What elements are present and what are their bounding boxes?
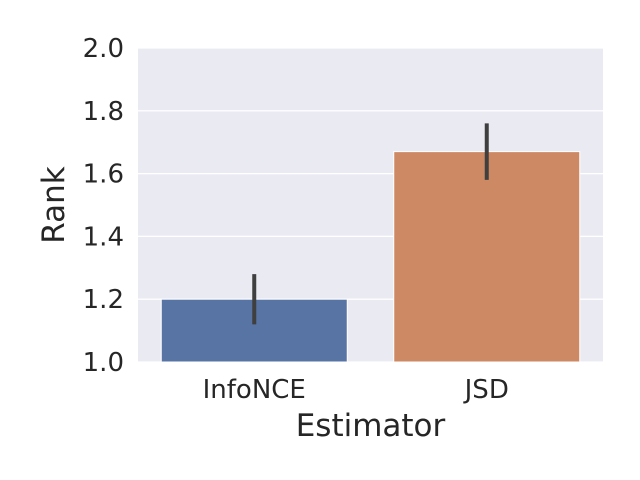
y-tick-label: 1.4 bbox=[83, 222, 124, 252]
x-tick-label: InfoNCE bbox=[203, 375, 306, 405]
x-tick-labels: InfoNCE JSD bbox=[203, 375, 509, 405]
y-tick-label: 1.0 bbox=[83, 348, 124, 378]
y-tick-label: 1.2 bbox=[83, 285, 124, 315]
x-axis-label: Estimator bbox=[296, 408, 446, 444]
y-axis-label: Rank bbox=[36, 166, 72, 244]
y-tick-label: 2.0 bbox=[83, 34, 124, 64]
x-tick-label: JSD bbox=[463, 375, 509, 405]
y-tick-labels: 1.0 1.2 1.4 1.6 1.8 2.0 bbox=[83, 34, 124, 378]
y-tick-label: 1.6 bbox=[83, 160, 124, 190]
y-tick-label: 1.8 bbox=[83, 97, 124, 127]
bar-jsd bbox=[393, 151, 581, 363]
error-bars bbox=[252, 123, 489, 325]
